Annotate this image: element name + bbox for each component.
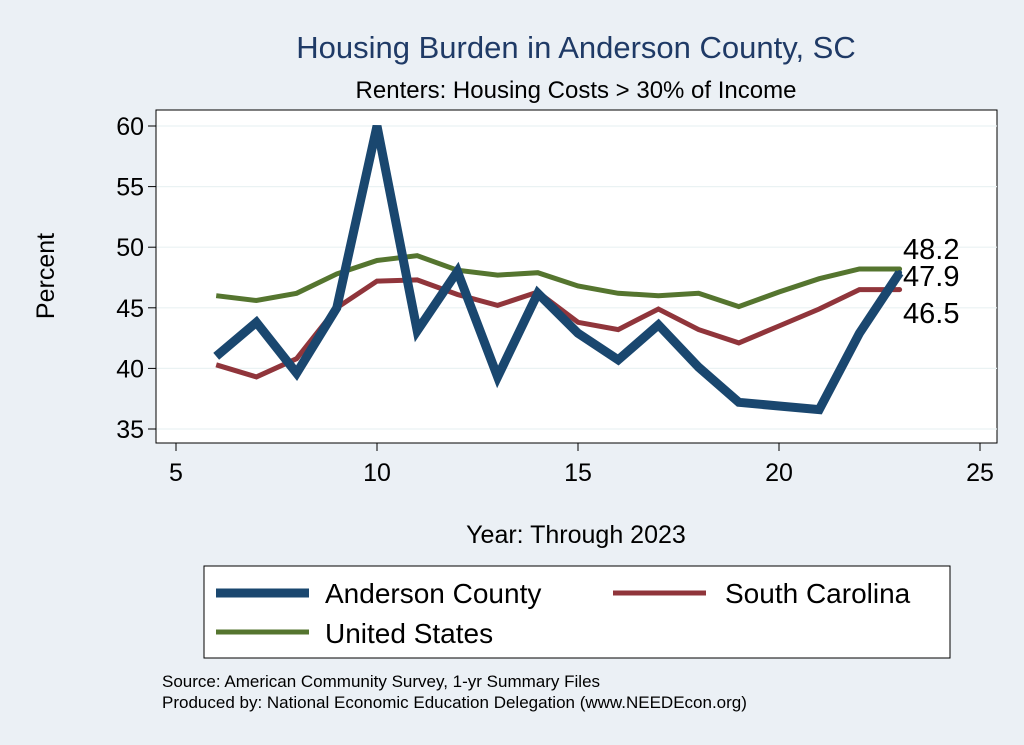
- x-axis-ticks: 5 10 15 20 25: [169, 443, 994, 487]
- y-tick-label-55: 55: [116, 174, 144, 202]
- plot-area: [155, 109, 998, 444]
- x-tick-label-20: 20: [765, 459, 793, 487]
- x-axis-title: Year: Through 2023: [466, 521, 686, 549]
- series-line-united-states: [215, 253, 900, 310]
- legend-label-south-carolina: South Carolina: [725, 578, 911, 609]
- y-tick-label-45: 45: [116, 295, 144, 323]
- source-note: Source: American Community Survey, 1-yr …: [162, 672, 600, 691]
- series-line-anderson-county: [213, 125, 904, 415]
- y-tick-label-40: 40: [116, 355, 144, 383]
- y-tick-label-35: 35: [116, 416, 144, 444]
- chart-subtitle: Renters: Housing Costs > 30% of Income: [356, 77, 797, 104]
- producer-note: Produced by: National Economic Education…: [162, 693, 747, 712]
- y-axis-ticks: 35 40 45 50 55 60: [116, 113, 156, 444]
- series-lines: [213, 125, 904, 415]
- end-label-united-states: 48.2: [903, 234, 959, 266]
- end-value-labels: 48.2 47.9 46.5: [903, 234, 959, 330]
- legend: Anderson County South Carolina United St…: [203, 565, 951, 659]
- legend-label-united-states: United States: [325, 618, 493, 649]
- legend-box: [203, 565, 951, 659]
- end-label-south-carolina: 46.5: [903, 298, 959, 330]
- end-point-south-carolina: [897, 287, 903, 293]
- x-tick-label-15: 15: [564, 459, 592, 487]
- x-tick-label-10: 10: [363, 459, 391, 487]
- y-axis-title: Percent: [32, 233, 60, 319]
- end-label-anderson-county: 47.9: [903, 261, 959, 293]
- x-tick-label-25: 25: [966, 459, 994, 487]
- chart-title: Housing Burden in Anderson County, SC: [296, 30, 855, 65]
- y-tick-label-60: 60: [116, 113, 144, 141]
- end-point-anderson-county: [897, 270, 903, 276]
- y-tick-label-50: 50: [116, 234, 144, 262]
- end-point-united-states: [897, 266, 903, 272]
- x-tick-label-5: 5: [169, 459, 183, 487]
- legend-label-anderson-county: Anderson County: [325, 578, 541, 609]
